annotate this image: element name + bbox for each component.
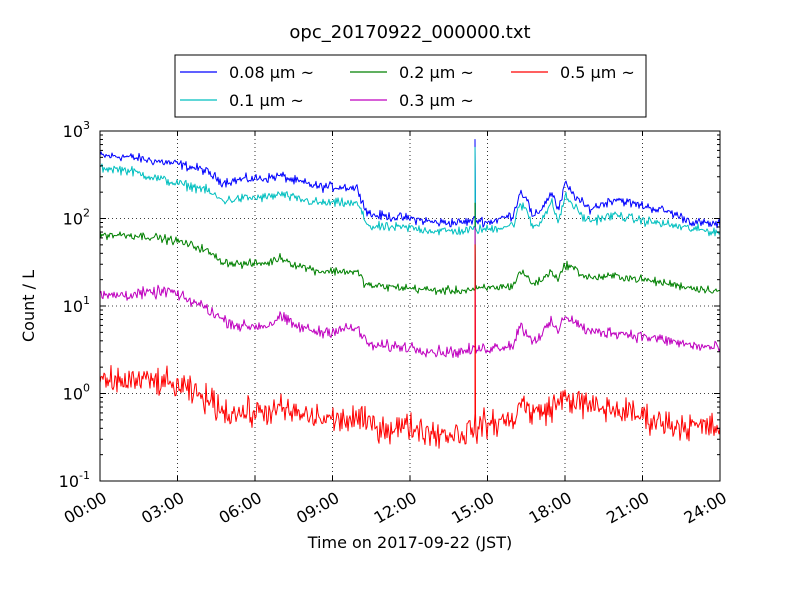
legend-label: 0.1 μm ~ bbox=[229, 91, 304, 110]
x-tick-label: 06:00 bbox=[216, 488, 265, 528]
legend: 0.08 μm ~ 0.2 μm ~ 0.5 μm ~ 0.1 μm ~ 0.3 μm … bbox=[174, 54, 647, 118]
series-line bbox=[99, 244, 721, 449]
grid bbox=[100, 131, 720, 481]
x-tick-label: 21:00 bbox=[603, 488, 652, 528]
legend-label: 0.3 μm ~ bbox=[399, 91, 474, 110]
x-tick-label: 24:00 bbox=[681, 488, 730, 528]
x-tick-label: 12:00 bbox=[371, 488, 420, 528]
series-line bbox=[99, 226, 721, 358]
legend-frame bbox=[174, 54, 647, 118]
series-layer bbox=[99, 139, 721, 449]
x-tick-label: 00:00 bbox=[61, 488, 110, 528]
legend-label: 0.08 μm ~ bbox=[229, 63, 314, 82]
ticks bbox=[99, 130, 721, 482]
y-axis-label: Count / L bbox=[19, 270, 38, 342]
x-tick-label: 15:00 bbox=[448, 488, 497, 528]
x-tick-label: 03:00 bbox=[138, 488, 187, 528]
y-tick-label: 100 bbox=[63, 382, 90, 404]
legend-label: 0.5 μm ~ bbox=[560, 63, 635, 82]
x-tick-label: 09:00 bbox=[293, 488, 342, 528]
chart-title: opc_20170922_000000.txt bbox=[289, 22, 530, 43]
x-axis-label: Time on 2017-09-22 (JST) bbox=[307, 533, 512, 552]
series-line bbox=[99, 139, 721, 229]
series-line bbox=[99, 202, 720, 296]
series-line bbox=[99, 146, 721, 237]
x-tick-label: 18:00 bbox=[526, 488, 575, 528]
y-tick-label: 10-1 bbox=[59, 469, 90, 491]
y-tick-label: 101 bbox=[63, 294, 90, 316]
legend-label: 0.2 μm ~ bbox=[399, 63, 474, 82]
y-tick-label: 103 bbox=[63, 119, 90, 141]
y-tick-label: 102 bbox=[63, 207, 90, 229]
